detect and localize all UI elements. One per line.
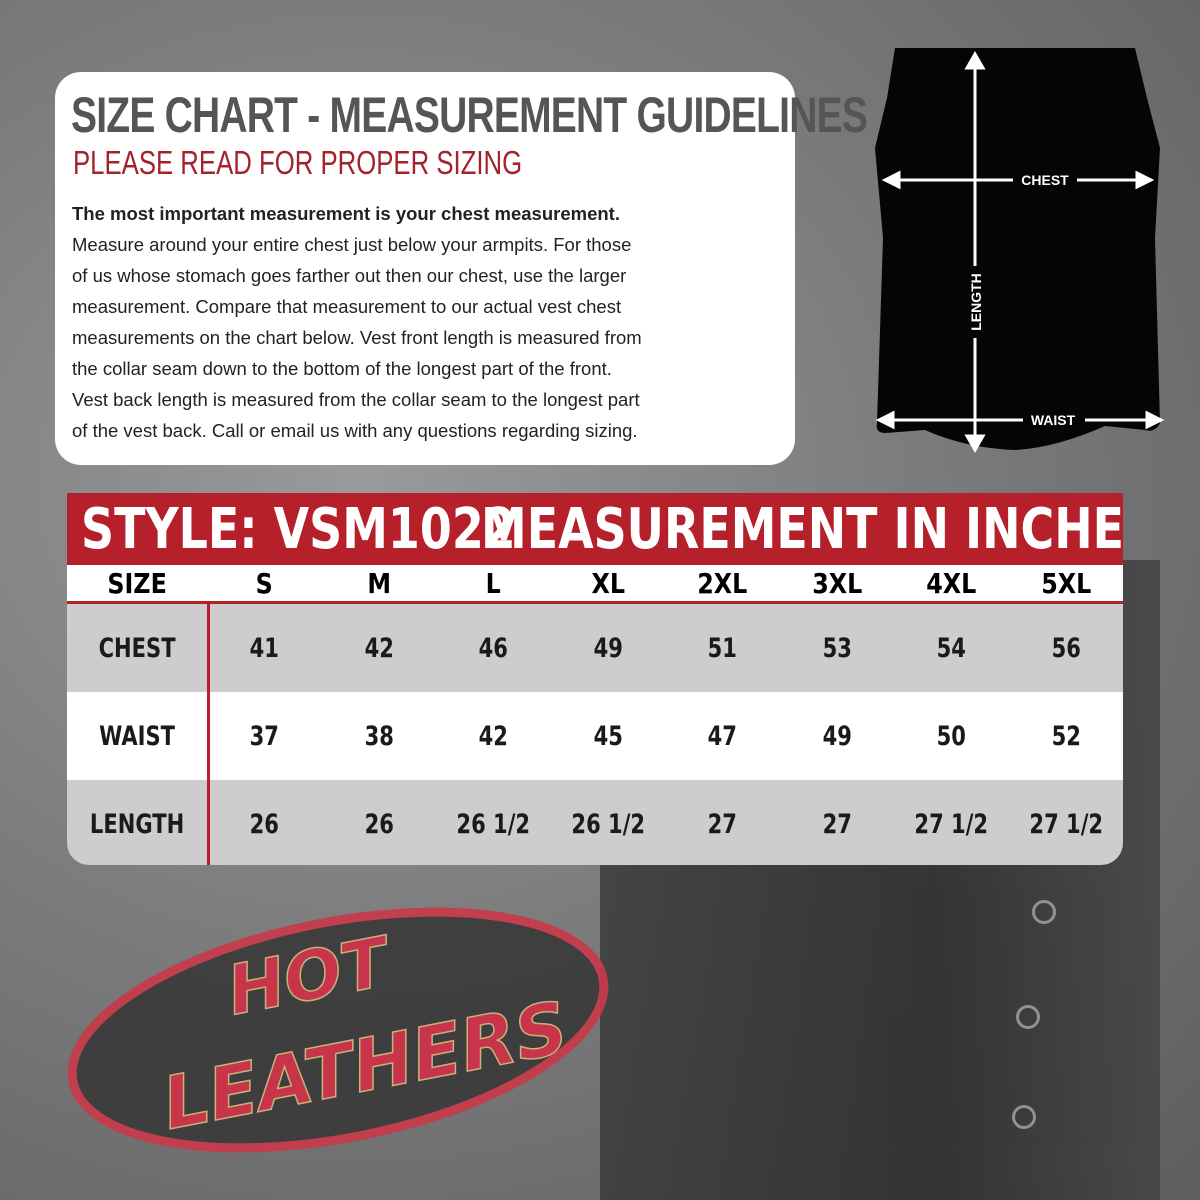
size-3xl: 3XL <box>811 566 862 600</box>
table-row-chest: CHEST 41 42 46 49 51 53 54 56 <box>67 604 1123 692</box>
size-5xl: 5XL <box>1040 566 1091 600</box>
table-cell: 27 <box>822 808 852 840</box>
eyelet-icon <box>1016 1005 1040 1029</box>
table-cell: 26 <box>364 808 394 840</box>
table-cell: 45 <box>593 720 623 752</box>
size-s: S <box>255 566 273 600</box>
table-header-banner: STYLE: VSM1022 MEASUREMENT IN INCHES <box>67 493 1123 565</box>
row-label: CHEST <box>98 632 176 664</box>
vest-silhouette <box>875 48 1160 450</box>
style-label: STYLE: VSM1022 <box>81 497 516 562</box>
table-cell: 53 <box>822 632 852 664</box>
guidelines-line: measurements on the chart below. Vest fr… <box>72 327 642 348</box>
table-cell: 52 <box>1051 720 1081 752</box>
unit-label: MEASUREMENT IN INCHES <box>481 497 1123 562</box>
size-header-row: SIZE S M L XL 2XL 3XL 4XL 5XL <box>67 565 1123 604</box>
guidelines-line: of the vest back. Call or email us with … <box>72 420 638 441</box>
vest-diagram: CHEST WAIST LENGTH <box>875 48 1165 454</box>
size-l: L <box>485 566 501 600</box>
table-cell: 26 <box>249 808 280 840</box>
table-cell: 56 <box>1051 632 1081 664</box>
table-cell: 54 <box>936 632 966 664</box>
page-title: SIZE CHART - MEASUREMENT GUIDELINES <box>71 87 868 143</box>
table-cell: 46 <box>478 632 509 664</box>
table-cell: 50 <box>936 720 966 752</box>
table-cell: 26 1/2 <box>571 808 645 840</box>
size-2xl: 2XL <box>697 566 748 600</box>
table-cell: 27 <box>707 808 737 840</box>
table-row-length: LENGTH 26 26 26 1/2 26 1/2 27 27 27 1/2 27 1/2 <box>67 780 1123 865</box>
hot-leathers-logo: HOT LEATHERS <box>67 907 609 1153</box>
table-cell: 42 <box>364 632 394 664</box>
table-cell: 27 1/2 <box>1028 808 1103 840</box>
size-xl: XL <box>591 566 625 600</box>
size-4xl: 4XL <box>926 566 977 600</box>
guidelines-text: The most important measurement is your c… <box>72 198 792 446</box>
table-cell: 38 <box>364 720 394 752</box>
page-subtitle: PLEASE READ FOR PROPER SIZING <box>73 144 523 181</box>
column-divider <box>207 601 210 865</box>
row-label: LENGTH <box>89 808 185 840</box>
table-cell: 51 <box>707 632 737 664</box>
size-header: SIZE <box>107 566 167 600</box>
guidelines-line: measurement. Compare that measurement to… <box>72 296 622 317</box>
guidelines-line: Vest back length is measured from the co… <box>72 389 640 410</box>
eyelet-icon <box>1012 1105 1036 1129</box>
table-cell: 42 <box>478 720 509 752</box>
guidelines-card: SIZE CHART - MEASUREMENT GUIDELINES PLEA… <box>55 72 868 465</box>
length-label: LENGTH <box>968 273 984 331</box>
guidelines-line: Measure around your entire chest just be… <box>72 234 632 255</box>
row-label: WAIST <box>99 720 176 752</box>
eyelet-icon <box>1032 900 1056 924</box>
table-cell: 27 1/2 <box>914 808 989 840</box>
guidelines-line: of us whose stomach goes farther out the… <box>72 265 627 286</box>
table-row-waist: WAIST 37 38 42 45 47 49 50 52 <box>67 692 1123 780</box>
guidelines-line: the collar seam down to the bottom of th… <box>72 358 612 379</box>
waist-label: WAIST <box>1031 412 1076 428</box>
size-table: STYLE: VSM1022 MEASUREMENT IN INCHES SIZ… <box>67 493 1123 865</box>
table-cell: 49 <box>593 632 623 664</box>
table-cell: 37 <box>249 720 280 752</box>
table-cell: 49 <box>822 720 852 752</box>
guidelines-lead: The most important measurement is your c… <box>72 203 620 224</box>
size-m: M <box>367 566 391 600</box>
table-cell: 26 1/2 <box>456 808 531 840</box>
table-cell: 47 <box>707 720 737 752</box>
table-cell: 41 <box>249 632 280 664</box>
chest-label: CHEST <box>1021 172 1069 188</box>
